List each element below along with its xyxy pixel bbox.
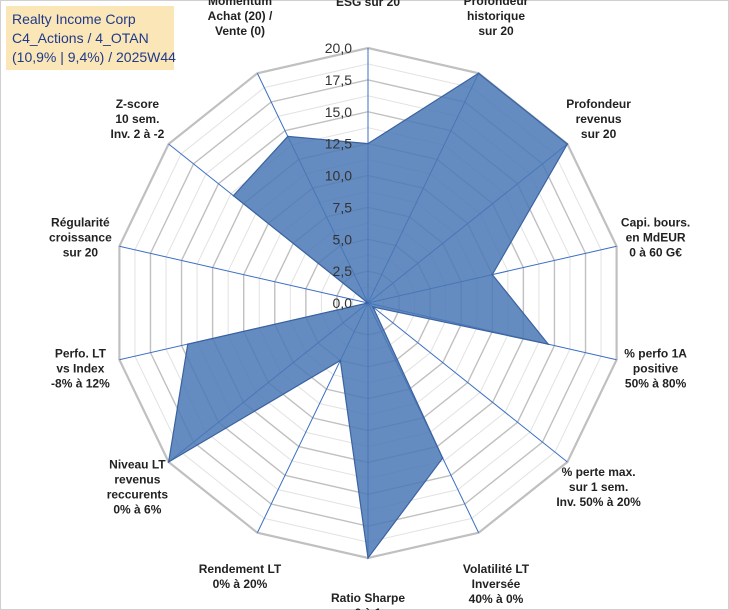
axis-label-line: Rendement LT — [199, 562, 282, 576]
axis-label-line: en MdEUR — [626, 230, 686, 244]
axis-label-line: Niveau LT — [109, 457, 166, 471]
chart-title-box: Realty Income Corp C4_Actions / 4_OTAN (… — [6, 6, 176, 70]
axis-label-line: % perte max. — [562, 465, 636, 479]
data-point — [232, 194, 235, 197]
axis-label: Profondeur revenus sur 20 — [566, 97, 631, 141]
axis-label: Capi. bours. en MdEUR 0 à 60 G€ — [621, 215, 690, 259]
title-box-background — [6, 6, 174, 70]
axis-label: Rendement LT 0% à 20% — [199, 562, 282, 591]
data-point — [566, 143, 569, 145]
axis-label-line: 0% à 20% — [213, 577, 268, 591]
radar-series — [167, 72, 569, 560]
axis-label-line: Vente (0) — [215, 24, 265, 38]
axis-label-line: Momentum — [208, 0, 272, 8]
axis-label-line: sur 1 sem. — [569, 480, 628, 494]
data-point — [477, 72, 480, 75]
axis-label-line: vs Index — [56, 362, 104, 376]
axis-label-line: Ratio Sharpe — [331, 591, 405, 605]
data-point — [367, 557, 369, 559]
data-point — [547, 343, 550, 345]
axis-label-line: 10 sem. — [115, 112, 159, 126]
axis-label-line: sur 20 — [63, 245, 99, 259]
axis-label: Ratio Sharpe0 à 1 — [331, 591, 405, 610]
axis-label-line: revenus — [114, 472, 160, 486]
axis-label: Perfo. LT vs Index -8% à 12% — [51, 347, 110, 391]
axis-label: % perte max. sur 1 sem. Inv. 50% à 20% — [556, 465, 641, 509]
tick-label: 17,5 — [325, 72, 352, 88]
axis-label: Régularité croissance sur 20 — [49, 215, 112, 259]
axis-label-line: Profondeur — [464, 0, 529, 8]
axis-label-line: reccurents — [107, 487, 169, 501]
data-point — [367, 302, 369, 304]
axis-label-line: Profondeur — [566, 97, 631, 111]
axis-label-line: Inv. 2 à -2 — [110, 127, 164, 141]
data-point — [372, 306, 374, 308]
tick-label: 5,0 — [333, 231, 353, 247]
axis-label-line: -8% à 12% — [51, 377, 110, 391]
axis-label-line: Régularité — [51, 215, 110, 229]
data-point — [167, 461, 170, 463]
axis-label-line: 0% à 6% — [113, 502, 161, 516]
axis-label-line: 40% à 0% — [469, 592, 524, 606]
data-point — [367, 142, 369, 145]
axis-label-line: sur 20 — [581, 127, 617, 141]
tick-label: 0,0 — [333, 295, 353, 311]
axis-label: % perfo 1A positive 50% à 80% — [624, 347, 687, 391]
title-line-2: C4_Actions / 4_OTAN — [12, 30, 149, 46]
axis-label-line: positive — [633, 362, 679, 376]
axis-label: NoteESG sur 20 — [336, 0, 400, 9]
axis-label-line: 50% à 80% — [625, 377, 687, 391]
data-point — [186, 343, 189, 345]
axis-label-line: 0 à 60 G€ — [629, 245, 682, 259]
tick-label: 15,0 — [325, 104, 352, 120]
axis-label: Z-score 10 sem. Inv. 2 à -2 — [110, 97, 164, 141]
axis-label-line: historique — [467, 9, 525, 23]
tick-label: 10,0 — [325, 168, 352, 184]
data-point — [286, 135, 289, 138]
tick-label: 2,5 — [333, 263, 353, 279]
tick-label: 12,5 — [325, 136, 352, 152]
axis-label-line: sur 20 — [478, 24, 514, 38]
axis-spoke — [119, 245, 369, 304]
axis-label-line: revenus — [576, 112, 622, 126]
axis-label-line: Volatilité LT — [463, 562, 530, 576]
axis-label: Profondeur historique sur 20 — [464, 0, 529, 38]
radar-tick-labels: 0,0 2,5 5,0 7,5 10,0 12,5 15,0 17,5 20,0 — [325, 40, 352, 311]
title-line-3: (10,9% | 9,4%) / 2025W44 — [12, 49, 176, 65]
axis-label-line: Capi. bours. — [621, 215, 690, 229]
axis-label-line: Inversée — [472, 577, 521, 591]
axis-label-line: % perfo 1A — [624, 347, 687, 361]
data-point — [441, 457, 444, 459]
axis-label-line: ESG sur 20 — [336, 0, 400, 9]
axis-label: Momentum Achat (20) / Vente (0) — [208, 0, 273, 38]
tick-label: 7,5 — [333, 199, 353, 215]
axis-label-line: Z-score — [116, 97, 160, 111]
axis-spoke — [367, 302, 568, 463]
data-point — [491, 273, 494, 276]
axis-label-line: 0 à 1 — [355, 606, 382, 610]
title-line-1: Realty Income Corp — [12, 11, 136, 27]
axis-label: Volatilité LT Inversée 40% à 0% — [463, 562, 530, 606]
axis-label: Niveau LT revenus reccurents 0% à 6% — [107, 457, 169, 516]
data-point — [339, 359, 342, 362]
axis-label-line: Inv. 50% à 20% — [556, 495, 641, 509]
axis-label-line: Perfo. LT — [55, 347, 107, 361]
tick-label: 20,0 — [325, 40, 352, 56]
axis-label-line: croissance — [49, 230, 112, 244]
axis-label-line: Achat (20) / — [208, 9, 273, 23]
